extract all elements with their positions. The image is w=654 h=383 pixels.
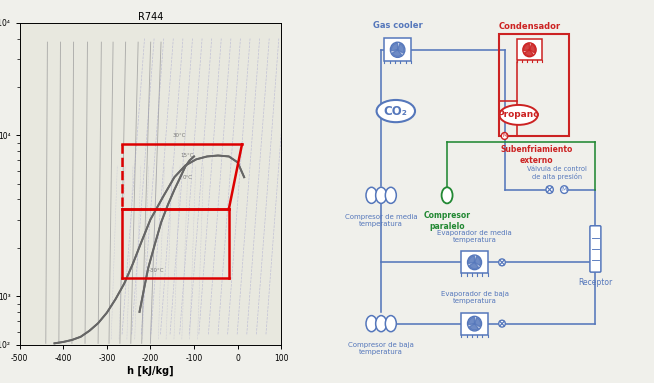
Text: Válvula de control
de alta presión: Válvula de control de alta presión [527, 166, 587, 180]
Circle shape [499, 259, 506, 266]
Text: -30°C: -30°C [148, 268, 164, 273]
Ellipse shape [499, 105, 538, 125]
Text: Receptor: Receptor [578, 278, 613, 286]
Polygon shape [398, 44, 404, 53]
Text: 0°C: 0°C [183, 175, 193, 180]
Circle shape [523, 43, 536, 57]
Title: R744: R744 [138, 12, 163, 22]
Ellipse shape [375, 316, 387, 332]
Ellipse shape [441, 187, 453, 203]
Circle shape [546, 186, 553, 193]
Ellipse shape [366, 316, 377, 332]
Text: 30°C: 30°C [173, 133, 186, 138]
Bar [461, 313, 488, 335]
Circle shape [468, 255, 481, 270]
Text: 15°C: 15°C [180, 153, 194, 158]
Polygon shape [391, 43, 398, 51]
Text: Condensador: Condensador [498, 23, 560, 31]
Polygon shape [475, 256, 481, 265]
FancyBboxPatch shape [590, 226, 601, 272]
Text: Compresor de media
temperatura: Compresor de media temperatura [345, 214, 417, 227]
Ellipse shape [385, 187, 396, 203]
Circle shape [468, 316, 481, 331]
Bar [500, 34, 569, 136]
Bar [384, 38, 411, 61]
Polygon shape [468, 256, 475, 264]
Text: Gas cooler: Gas cooler [373, 21, 422, 30]
Bar [461, 251, 488, 273]
Polygon shape [468, 317, 475, 325]
Polygon shape [469, 324, 479, 330]
Polygon shape [392, 50, 402, 56]
Bar [517, 39, 542, 60]
Ellipse shape [375, 187, 387, 203]
Circle shape [560, 186, 568, 193]
Circle shape [390, 42, 405, 57]
Polygon shape [469, 262, 479, 269]
Text: Propano: Propano [497, 110, 540, 119]
Circle shape [501, 133, 508, 139]
Text: M: M [562, 187, 567, 192]
Text: Subenfriamiento
externo: Subenfriamiento externo [500, 146, 573, 165]
Polygon shape [525, 50, 533, 56]
Polygon shape [475, 318, 481, 327]
Text: Compresor de baja
temperatura: Compresor de baja temperatura [348, 342, 414, 355]
Text: CO₂: CO₂ [384, 105, 407, 118]
Text: M: M [502, 133, 507, 139]
Ellipse shape [366, 187, 377, 203]
Text: Compresor
paralelo: Compresor paralelo [424, 211, 471, 231]
Ellipse shape [385, 316, 396, 332]
Ellipse shape [377, 100, 415, 122]
Circle shape [499, 320, 506, 327]
Polygon shape [530, 44, 536, 53]
Text: Evaporador de media
temperatura: Evaporador de media temperatura [437, 230, 512, 243]
Polygon shape [524, 44, 530, 51]
X-axis label: h [kJ/kg]: h [kJ/kg] [127, 365, 174, 376]
Text: Evaporador de baja
temperatura: Evaporador de baja temperatura [441, 291, 509, 304]
